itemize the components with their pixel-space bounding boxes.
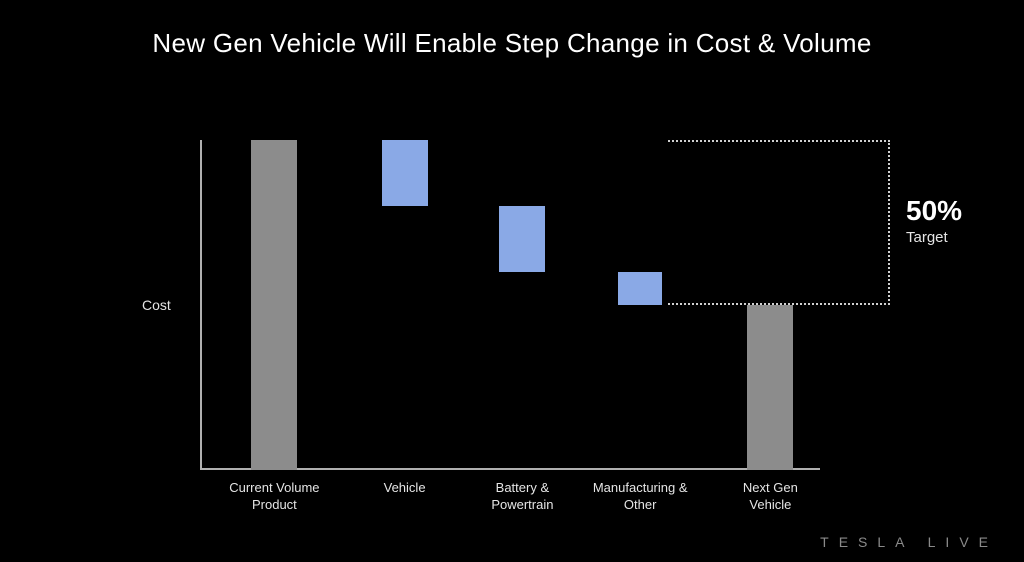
slide-title: New Gen Vehicle Will Enable Step Change … (0, 28, 1024, 59)
y-axis-line (200, 140, 202, 470)
bar (251, 140, 297, 470)
target-percent: 50% (906, 195, 962, 227)
target-word: Target (906, 229, 962, 246)
waterfall-chart: Cost Current Volume ProductVehicleBatter… (200, 140, 820, 470)
target-annotation: 50% Target (906, 195, 962, 246)
category-label: Vehicle (345, 480, 465, 497)
watermark: TESLA LIVE (820, 534, 998, 550)
category-label: Next Gen Vehicle (710, 480, 830, 514)
category-label: Current Volume Product (214, 480, 334, 514)
category-label: Manufacturing & Other (580, 480, 700, 514)
target-bracket (668, 140, 890, 305)
bar (382, 140, 428, 206)
bar (747, 305, 793, 470)
bar (618, 272, 662, 305)
category-label: Battery & Powertrain (462, 480, 582, 514)
bar (499, 206, 545, 272)
y-axis-label: Cost (142, 297, 171, 313)
